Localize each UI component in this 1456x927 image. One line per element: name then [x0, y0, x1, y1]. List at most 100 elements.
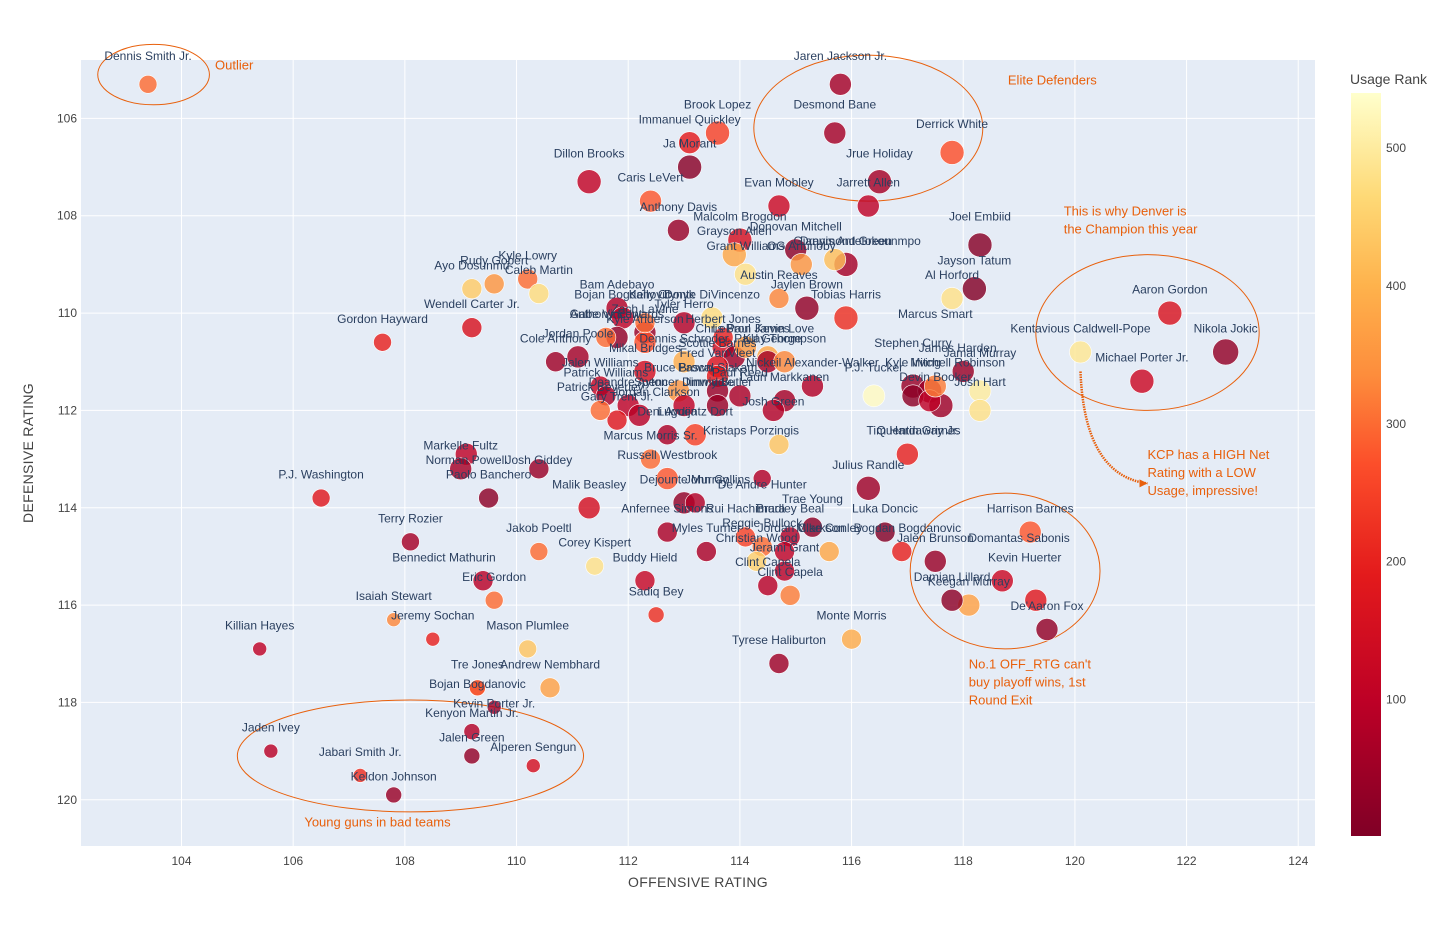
- player-label: Pascal Siakam: [678, 360, 757, 374]
- data-point: [677, 154, 702, 180]
- player-label: Malik Beasley: [552, 477, 626, 491]
- player-label: Jabari Smith Jr.: [319, 745, 402, 759]
- data-point: [721, 242, 747, 267]
- colorbar-title: Usage Rank: [1350, 71, 1428, 87]
- data-point: [463, 747, 481, 765]
- annotation-line: Usage, impressive!: [1147, 483, 1258, 498]
- annotation-line: Young guns in bad teams: [304, 815, 451, 830]
- data-point: [857, 194, 880, 218]
- player-label: Marcus Smart: [898, 307, 973, 321]
- player-label: Josh Green: [742, 395, 804, 409]
- data-point: [529, 542, 549, 561]
- player-label: Tyler Herro: [654, 297, 714, 311]
- player-label: Gabe Vincent: [570, 307, 643, 321]
- player-label: Christian Wood: [716, 531, 798, 545]
- player-label: Caris LeVert: [618, 171, 685, 185]
- player-label: Bruce Brown: [644, 360, 713, 374]
- player-label: Mitchell Robinson: [910, 356, 1005, 370]
- data-point: [463, 723, 481, 740]
- player-label: P.J. Tucker: [845, 360, 903, 374]
- player-label: Desmond Bane: [793, 98, 876, 112]
- player-label: Monte Morris: [817, 609, 887, 623]
- point-labels: Dennis Smith Jr. Jaren Jackson Jr. Desmond…: [104, 49, 1257, 783]
- player-label: Wendell Carter Jr.: [424, 297, 520, 311]
- player-label: Domantas Sabonis: [968, 531, 1069, 545]
- player-label: Jayson Tatum: [937, 253, 1011, 267]
- plot-background: [81, 60, 1315, 846]
- annotation-line: Round Exit: [969, 692, 1033, 707]
- annotation: KCP has a HIGH Net Rating with a LOW Usage…: [1147, 447, 1269, 498]
- data-point: [577, 496, 601, 520]
- young-guns-ellipse: [236, 699, 585, 813]
- player-label: Jarrett Allen: [837, 176, 900, 190]
- player-label: Deandre Ayton: [589, 375, 668, 389]
- player-label: Grant Williams: [706, 239, 784, 253]
- player-label: Rui Hachimura: [706, 502, 786, 516]
- data-point: [425, 631, 441, 647]
- player-label: Alperen Sengun: [490, 740, 576, 754]
- player-label: Jeremy Sochan: [391, 609, 474, 623]
- data-point: [401, 532, 420, 552]
- data-point: [789, 253, 813, 276]
- player-label: Scottie Barnes: [679, 336, 757, 350]
- data-point: [639, 189, 662, 213]
- player-label: Sadiq Bey: [629, 584, 684, 598]
- annotation-line: Outlier: [215, 58, 254, 73]
- y-tick-label: 108: [57, 209, 77, 223]
- player-label: Jakob Poeltl: [506, 521, 571, 535]
- data-point: [138, 75, 158, 94]
- player-label: Brook Lopez: [684, 98, 751, 112]
- player-label: Stephen Curry: [874, 336, 951, 350]
- data-point: [801, 374, 824, 398]
- outlier-ellipse: [97, 43, 210, 106]
- data-point: [773, 350, 796, 374]
- player-label: Fred VanVleet: [680, 346, 756, 360]
- player-label: Jaylen Brown: [771, 278, 843, 292]
- data-point: [634, 312, 656, 334]
- player-label: Jalen Brunson: [897, 531, 974, 545]
- player-label: Devin Booker: [899, 370, 971, 384]
- player-label: Mikal Bridges: [609, 341, 681, 355]
- data-point: [528, 458, 550, 480]
- arrow-path: [1079, 371, 1148, 485]
- data-point: [818, 541, 840, 562]
- data-point: [712, 327, 734, 348]
- player-label: Draymond Green: [800, 234, 892, 248]
- data-point: [823, 248, 847, 271]
- player-label: Jamal Murray: [944, 346, 1017, 360]
- data-point: [833, 305, 859, 331]
- annotation-line: Elite Defenders: [1008, 72, 1097, 87]
- data-point: [891, 541, 913, 562]
- data-point: [823, 121, 847, 145]
- player-label: Luguentz Dort: [658, 404, 734, 418]
- player-label: Michael Porter Jr.: [1095, 351, 1188, 365]
- player-label: Kenyon Martin Jr.: [425, 706, 518, 720]
- player-label: Bradley Beal: [756, 502, 824, 516]
- player-label: Kelly Olynyk: [629, 287, 696, 301]
- player-label: De'Aaron Fox: [1010, 599, 1083, 613]
- data-point: [767, 194, 791, 218]
- player-label: Dillon Brooks: [554, 146, 625, 160]
- player-label: Immanuel Quickley: [639, 112, 741, 126]
- player-label: Paul George: [734, 331, 802, 345]
- player-label: Kentavious Caldwell-Pope: [1010, 322, 1150, 336]
- x-tick-label: 114: [730, 854, 749, 868]
- player-label: Andrew Nembhard: [500, 657, 600, 671]
- player-label: De'Andre Hunter: [718, 477, 807, 491]
- player-label: Chris Paul: [695, 322, 750, 336]
- data-point: [472, 570, 494, 592]
- data-point: [672, 394, 696, 417]
- y-tick-label: 112: [58, 403, 77, 417]
- player-label: Anthony Edwards: [570, 307, 664, 321]
- player-label: P.J. Washington: [278, 468, 363, 482]
- colorbar-ticks: 100 200 300 400 500: [1386, 141, 1406, 706]
- player-label: Donte DiVincenzo: [664, 287, 760, 301]
- data-point: [768, 653, 790, 674]
- data-point: [700, 306, 724, 330]
- player-label: Reggie Bullock: [722, 516, 803, 530]
- axes: 104 106 108 110 112 114 116 118 120 122 124 106 108 1…: [57, 111, 1309, 868]
- data-point: [867, 169, 892, 194]
- x-tick-label: 122: [1177, 854, 1197, 868]
- player-label: Klay Thompson: [743, 331, 826, 345]
- player-label: Gary Trent Jr.: [581, 390, 654, 404]
